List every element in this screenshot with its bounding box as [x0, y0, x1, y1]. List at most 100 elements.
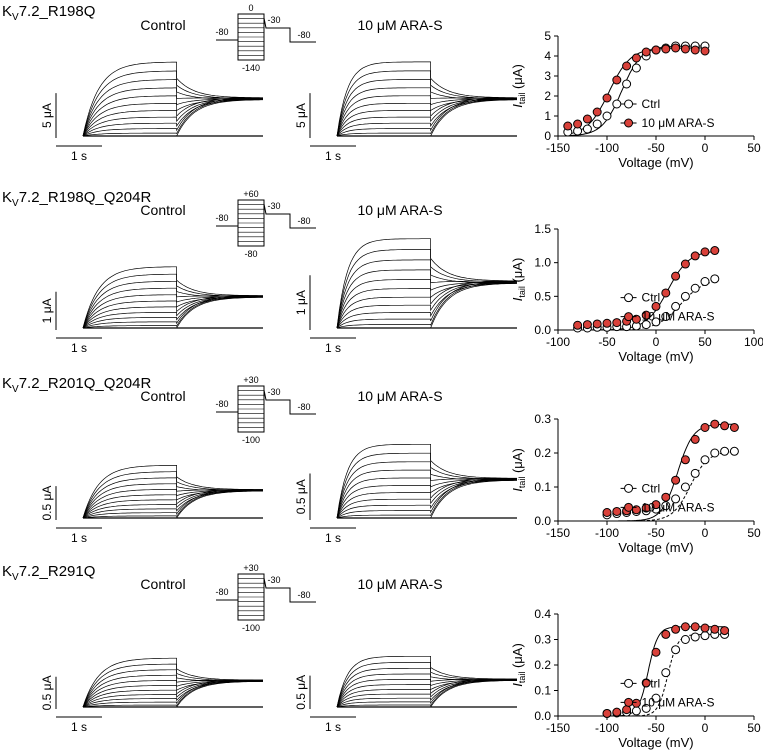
drug-traces: 0.5 μA 1 s	[294, 655, 518, 734]
drug-point	[671, 43, 681, 53]
drug-trace	[336, 281, 517, 329]
drug-trace	[336, 678, 517, 708]
ctrl-point	[700, 631, 710, 641]
drug-point	[622, 61, 632, 71]
x-tick-label: -100	[595, 141, 619, 155]
drug-time-scale-label: 1 s	[325, 341, 341, 355]
drug-trace	[337, 99, 517, 137]
drug-point	[700, 247, 710, 257]
drug-point	[622, 705, 632, 715]
x-tick-label: 50	[747, 721, 761, 735]
drug-time-scale-label: 1 s	[325, 531, 341, 545]
x-tick-label: 100	[744, 335, 763, 349]
drug-trace	[336, 443, 517, 519]
protocol-tail	[263, 203, 316, 229]
y-axis-label: Itail (μA)	[510, 643, 527, 687]
control-trace	[82, 680, 264, 708]
control-trace	[82, 280, 263, 329]
drug-trace	[336, 679, 517, 708]
protocol-tail	[263, 389, 316, 415]
protocol-end-label: -80	[297, 590, 310, 600]
ctrl-point	[710, 448, 720, 458]
drug-traces	[336, 443, 517, 519]
control-time-scale-label: 1 s	[71, 531, 87, 545]
legend-marker	[624, 312, 634, 322]
protocol-hold-label: -80	[215, 27, 228, 37]
drug-trace	[336, 655, 517, 708]
drug-point	[612, 707, 622, 717]
protocol-diagram: -80 +60 -80 -30 -80	[215, 189, 316, 259]
drug-point	[651, 647, 661, 657]
protocol-tail-label: -30	[267, 15, 280, 25]
drug-trace	[336, 478, 517, 519]
drug-trace	[336, 238, 518, 329]
drug-label: 10 μM ARA-S	[357, 576, 442, 592]
protocol-diagram: -80 +30 -100 -30 -80	[215, 375, 316, 445]
protocol-bottom-label: -80	[244, 249, 257, 259]
control-current-scale-label: 1 μA	[40, 298, 54, 323]
title-subscript: V	[12, 12, 19, 23]
drug-point	[710, 246, 720, 256]
drug-trace	[336, 679, 518, 708]
title-suffix: 7.2_R198Q	[19, 3, 96, 20]
drug-point	[573, 119, 583, 129]
control-trace	[82, 296, 263, 329]
x-axis-label: Voltage (mV)	[618, 155, 693, 170]
ctrl-point	[729, 446, 739, 456]
control-traces	[82, 465, 264, 519]
control-traces	[82, 266, 264, 329]
drug-trace	[336, 680, 517, 708]
y-tick-label: 1.5	[534, 222, 551, 236]
control-traces: 1 μA 1 s	[40, 266, 264, 355]
iv-plot: -150 -100 -50 0 50 0.0 0.1 0.2 0.3 0.4 Voltage (mV…	[510, 607, 761, 750]
y-tick-label: 0.5	[534, 289, 551, 303]
protocol-outline	[216, 13, 265, 61]
drug-trace	[336, 282, 518, 329]
drug-trace	[336, 259, 517, 329]
control-current-scale-label: 5 μA	[40, 103, 54, 128]
y-axis-label: Itail (μA)	[510, 258, 527, 302]
drug-point	[582, 114, 592, 124]
y-tick-label: 1.0	[534, 256, 551, 270]
y-tick-label: 5	[544, 29, 551, 43]
ctrl-point	[720, 446, 730, 456]
drug-trace	[336, 61, 517, 137]
control-trace	[82, 296, 263, 329]
drug-trace	[336, 477, 517, 519]
protocol-tail	[263, 577, 316, 603]
ctrl-point	[700, 455, 710, 465]
drug-point	[661, 44, 671, 54]
drug-point	[690, 45, 700, 55]
x-tick-label: -50	[647, 526, 665, 540]
drug-point	[680, 44, 690, 54]
drug-traces: 1 μA 1 s	[294, 238, 518, 355]
y-axis-label-main: I	[510, 488, 525, 492]
drug-point	[661, 492, 671, 502]
ctrl-point	[661, 668, 671, 678]
control-trace	[82, 490, 264, 519]
drug-point	[700, 423, 710, 432]
legend-label: Ctrl	[642, 97, 661, 111]
drug-trace	[336, 679, 517, 708]
protocol-tail-label: -30	[267, 387, 280, 397]
drug-current-scale-label: 0.5 μA	[294, 675, 308, 710]
control-trace	[82, 99, 263, 137]
drug-trace	[336, 479, 517, 519]
y-tick-label: 0.3	[534, 633, 551, 647]
drug-point	[602, 708, 612, 718]
construct-title: KV7.2_R198Q	[2, 3, 95, 23]
y-tick-label: 3	[544, 69, 551, 83]
legend-label: Ctrl	[642, 481, 661, 495]
iv-plot: -100 -50 0 50 100 0.0 0.5 1.0 1.5 Voltage (mV) Ita…	[510, 222, 763, 364]
y-tick-label: 2	[544, 89, 551, 103]
construct-title: KV7.2_R291Q	[2, 563, 95, 583]
drug-point	[710, 624, 720, 634]
y-axis-label-main: I	[510, 104, 525, 108]
ctrl-point	[661, 312, 671, 322]
protocol-outline	[216, 199, 265, 247]
legend-label: Ctrl	[642, 291, 661, 305]
control-trace	[82, 79, 263, 137]
title-subscript: V	[12, 384, 19, 395]
protocol-bottom-label: -100	[242, 435, 260, 445]
drug-traces	[336, 238, 518, 329]
